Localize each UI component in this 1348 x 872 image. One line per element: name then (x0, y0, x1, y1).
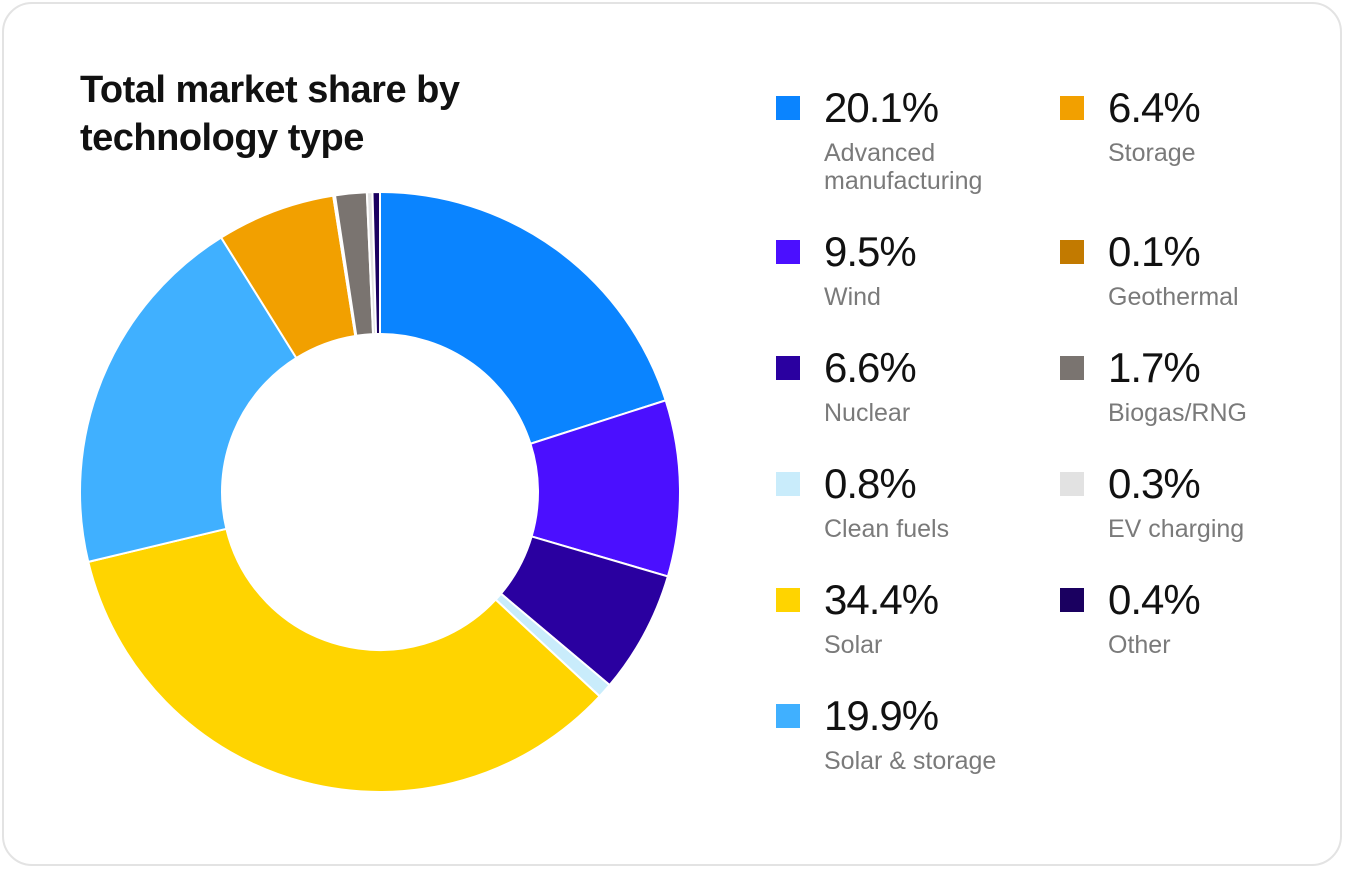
legend-label-ev-charging: EV charging (1108, 515, 1245, 543)
legend-swatch-other (1060, 588, 1084, 612)
legend-label-biogas-rng: Biogas/RNG (1108, 399, 1247, 427)
donut-slice-other (371, 190, 381, 336)
legend-swatch-nuclear (776, 356, 800, 380)
legend-label-geothermal: Geothermal (1108, 283, 1239, 311)
legend-value-geothermal: 0.1% (1108, 228, 1201, 275)
donut-slice-solar-storage (79, 236, 298, 564)
legend-value-solar: 34.4% (824, 576, 939, 623)
chart-title-line-1: Total market share by (80, 69, 460, 111)
legend-swatch-clean-fuels (776, 472, 800, 496)
legend-label-clean-fuels: Clean fuels (824, 515, 950, 543)
legend-value-other: 0.4% (1108, 576, 1201, 623)
legend-label-storage: Storage (1108, 139, 1196, 167)
legend-swatch-solar-storage (776, 704, 800, 728)
legend-swatch-biogas-rng (1060, 356, 1084, 380)
legend-swatch-storage (1060, 96, 1084, 120)
legend-label-solar-storage: Solar & storage (824, 747, 997, 775)
legend-label-advanced-manufacturing: Advanced manufacturing (824, 139, 983, 195)
chart-title: Total market share by technology type (80, 66, 540, 162)
legend-label-solar: Solar (824, 631, 883, 659)
chart-title-line-2: technology type (80, 117, 364, 159)
donut-slice-advanced-manufacturing (379, 190, 667, 445)
legend-label-nuclear: Nuclear (824, 399, 911, 427)
donut-slice-solar (87, 527, 602, 793)
legend-swatch-advanced-manufacturing (776, 96, 800, 120)
legend-value-storage: 6.4% (1108, 84, 1201, 131)
legend-value-biogas-rng: 1.7% (1108, 344, 1201, 391)
legend-swatch-wind (776, 240, 800, 264)
legend-value-nuclear: 6.6% (824, 344, 917, 391)
legend-swatch-solar (776, 588, 800, 612)
legend-swatch-geothermal (1060, 240, 1084, 264)
legend-label-wind: Wind (824, 283, 881, 311)
legend-value-advanced-manufacturing: 20.1% (824, 84, 939, 131)
legend-value-clean-fuels: 0.8% (824, 460, 917, 507)
legend-swatch-ev-charging (1060, 472, 1084, 496)
legend-value-ev-charging: 0.3% (1108, 460, 1201, 507)
legend-value-solar-storage: 19.9% (824, 692, 939, 739)
legend-label-other: Other (1108, 631, 1171, 659)
legend-value-wind: 9.5% (824, 228, 917, 275)
